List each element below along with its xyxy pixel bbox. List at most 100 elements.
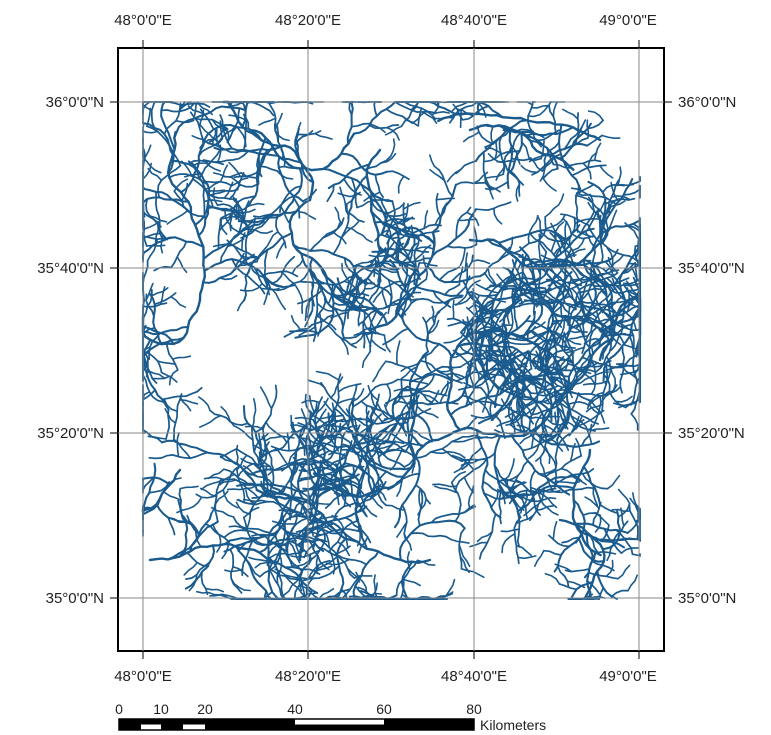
stream-segment	[244, 425, 264, 431]
bottom-lon-label: 48°0'0"E	[114, 668, 172, 685]
stream-segment	[365, 401, 378, 424]
stream-segment	[521, 253, 534, 302]
stream-segment	[468, 123, 575, 171]
stream-segment	[607, 323, 633, 343]
stream-segment	[634, 236, 641, 247]
stream-segment	[334, 206, 343, 225]
stream-segment	[286, 432, 290, 452]
stream-segment	[605, 363, 624, 372]
stream-segment	[445, 372, 465, 378]
stream-segment	[538, 426, 545, 445]
stream-segment	[484, 274, 513, 291]
stream-segment	[570, 415, 580, 434]
stream-segment	[382, 217, 407, 226]
stream-segment	[351, 410, 370, 448]
stream-segment	[223, 181, 234, 199]
stream-segment	[496, 159, 516, 164]
stream-segment	[347, 174, 368, 220]
stream-segment	[406, 385, 434, 404]
stream-segment	[214, 503, 219, 523]
stream-segment	[254, 384, 278, 434]
stream-segment	[240, 255, 260, 260]
stream-segment	[147, 167, 163, 182]
stream-segment	[530, 104, 550, 109]
stream-segment	[546, 273, 557, 292]
stream-segment	[473, 226, 478, 246]
stream-segment	[516, 485, 575, 513]
stream-segment	[351, 388, 365, 403]
stream-segment	[587, 591, 595, 600]
stream-segment	[142, 351, 163, 374]
stream-segment	[404, 263, 409, 290]
stream-segment	[218, 216, 232, 232]
stream-segment	[554, 411, 560, 431]
stream-segment	[438, 169, 454, 198]
stream-segment	[439, 380, 454, 396]
stream-segment	[456, 314, 531, 348]
stream-segment	[408, 350, 434, 442]
stream-segment	[436, 299, 451, 314]
stream-segment	[577, 183, 595, 195]
stream-segment	[565, 379, 573, 399]
stream-segment	[588, 396, 602, 431]
stream-segment	[624, 222, 641, 243]
stream-segment	[289, 500, 303, 517]
stream-segment	[493, 435, 522, 519]
stream-segment	[397, 226, 412, 241]
stream-segment	[514, 128, 534, 133]
stream-segment	[244, 215, 269, 222]
stream-segment	[554, 563, 573, 573]
stream-segment	[275, 240, 286, 259]
stream-segment	[601, 509, 621, 551]
stream-segment	[430, 505, 477, 524]
scale-tick-label: 0	[115, 701, 123, 717]
stream-segment	[545, 214, 566, 230]
stream-segment	[544, 193, 565, 218]
stream-segment	[561, 331, 565, 352]
stream-segment	[460, 568, 485, 578]
stream-segment	[142, 156, 162, 174]
stream-segment	[598, 329, 618, 335]
stream-segment	[146, 238, 159, 262]
stream-segment	[554, 216, 576, 261]
stream-segment	[290, 315, 302, 332]
stream-segment	[232, 516, 271, 534]
stream-segment	[374, 437, 414, 457]
stream-segment	[334, 475, 352, 485]
stream-segment	[352, 454, 363, 479]
stream-segment	[529, 486, 561, 493]
stream-segment	[552, 521, 558, 541]
stream-segment	[167, 516, 176, 536]
stream-segment	[454, 296, 472, 306]
stream-segment	[615, 529, 634, 556]
stream-segment	[391, 217, 416, 227]
stream-segment	[276, 570, 285, 600]
stream-segment	[450, 481, 462, 523]
stream-segment	[415, 230, 440, 239]
stream-segment	[218, 274, 238, 281]
stream-segment	[540, 387, 554, 403]
stream-segment	[510, 474, 519, 493]
stream-segment	[393, 226, 411, 261]
stream-segment	[570, 415, 593, 445]
stream-segment	[385, 504, 404, 511]
stream-segment	[399, 298, 420, 301]
stream-segment	[522, 279, 554, 286]
stream-segment	[534, 340, 547, 370]
stream-segment	[352, 378, 399, 408]
stream-segment	[390, 417, 402, 435]
stream-segment	[305, 412, 312, 462]
stream-segment	[377, 403, 390, 420]
stream-segment	[204, 587, 225, 593]
stream-segment	[443, 283, 461, 296]
stream-segment	[627, 574, 638, 592]
stream-segment	[571, 237, 586, 252]
stream-segment	[368, 582, 378, 600]
stream-segment	[508, 415, 516, 434]
stream-segment	[576, 353, 591, 376]
stream-segment	[585, 403, 604, 413]
stream-segment	[230, 176, 259, 188]
stream-segment	[211, 118, 227, 132]
stream-segment	[553, 330, 582, 346]
stream-segment	[337, 192, 357, 198]
